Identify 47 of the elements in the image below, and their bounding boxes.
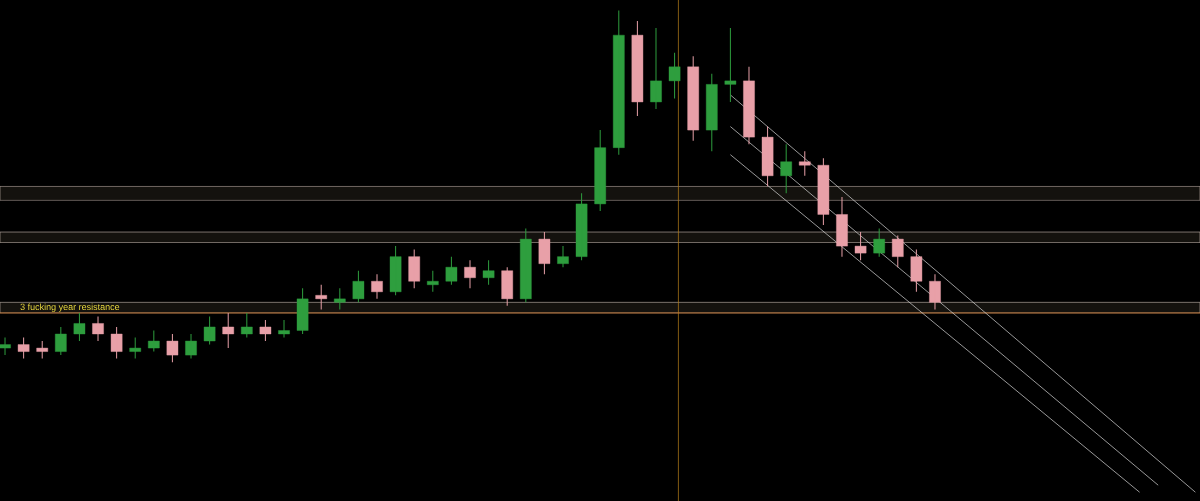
candlestick <box>557 245 569 268</box>
candlestick <box>706 73 718 152</box>
candlestick <box>687 55 699 142</box>
candlestick <box>501 266 513 307</box>
candlestick <box>817 157 830 226</box>
candlestick <box>873 228 885 258</box>
candlestick <box>761 126 774 187</box>
candlestick <box>129 337 141 360</box>
candlestick <box>334 287 346 310</box>
candlestick <box>166 333 179 363</box>
candlestick <box>203 315 216 346</box>
candlestick <box>427 270 439 293</box>
candlestick <box>780 143 792 194</box>
candlestick <box>650 27 662 110</box>
candlestick <box>854 231 867 261</box>
candlestick <box>17 337 30 360</box>
candlestick <box>315 284 327 310</box>
candlestick <box>0 337 11 356</box>
candlestick <box>278 319 290 339</box>
candlestick <box>408 249 420 289</box>
candlestick <box>296 287 309 335</box>
candlestick <box>259 319 272 342</box>
candlestick <box>389 245 402 296</box>
candlestick <box>482 259 495 286</box>
candlestick <box>910 249 923 293</box>
candlestick <box>110 326 123 360</box>
candlestick <box>520 228 532 303</box>
candlestick <box>241 312 253 339</box>
candlestick <box>36 340 48 360</box>
candlestick <box>799 150 811 177</box>
candlestick <box>892 235 904 268</box>
candlestick <box>92 315 104 342</box>
band-label: 3 fucking year resistance <box>20 303 120 312</box>
candlestick <box>148 329 160 353</box>
candlestick <box>631 20 644 117</box>
candlestick <box>352 270 365 303</box>
candlestick <box>538 231 551 275</box>
candlestick <box>668 52 681 99</box>
candlestick <box>613 10 625 156</box>
candlestick <box>724 27 737 103</box>
candlestick <box>594 129 606 212</box>
candlestick <box>445 256 458 286</box>
candlestick <box>185 333 197 360</box>
candlestick <box>575 192 588 261</box>
candlestick <box>222 312 234 349</box>
candlestick <box>73 312 86 342</box>
candlestick <box>55 326 67 356</box>
